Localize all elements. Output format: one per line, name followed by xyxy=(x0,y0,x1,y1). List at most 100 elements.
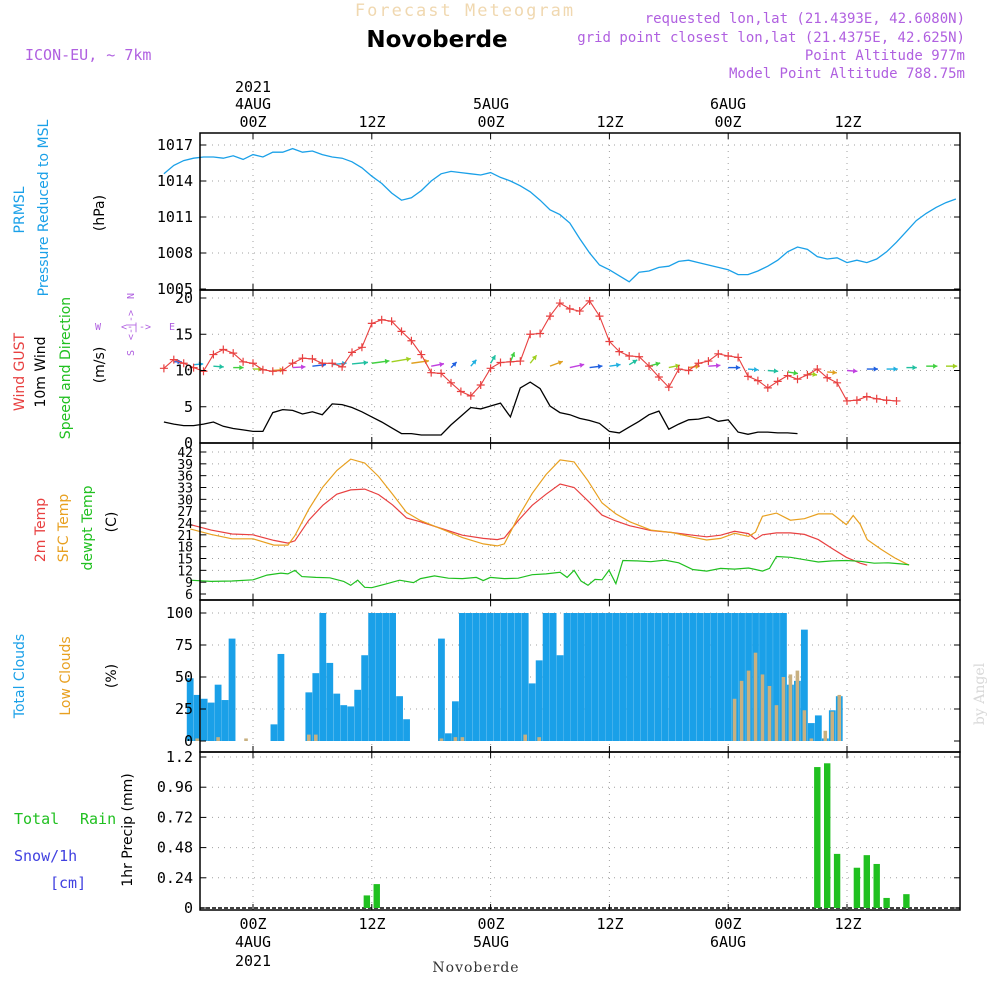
total-cloud-bar xyxy=(668,613,676,741)
total-cloud-bar xyxy=(403,719,410,741)
total-cloud-bar xyxy=(731,613,738,741)
low-cloud-bar xyxy=(760,674,765,741)
prmsl-line xyxy=(163,147,957,283)
gust-marker xyxy=(783,371,792,380)
rain-bar xyxy=(363,895,371,908)
point-altitude: Point Altitude 977m xyxy=(805,48,965,64)
label-rain: Rain xyxy=(80,810,116,828)
wind-ytick-label: 0 xyxy=(184,434,193,452)
label-pressure-msl: Pressure Reduced to MSL xyxy=(36,119,52,296)
low-cloud-bar xyxy=(523,734,528,741)
wind-arrow-head xyxy=(952,363,958,369)
label-2m-temp: 2m Temp xyxy=(33,498,49,562)
wind-arrow-head xyxy=(363,360,368,366)
hour-top-2: 12Z xyxy=(358,113,385,131)
gust-marker xyxy=(843,396,851,405)
total-cloud-bar xyxy=(507,613,515,741)
total-cloud-bar xyxy=(556,655,564,741)
year-top: 2021 xyxy=(235,78,271,96)
low-cloud-bar xyxy=(307,734,311,741)
low-cloud-bar xyxy=(453,737,458,741)
label-10m-wind: 10m Wind xyxy=(33,336,49,407)
total-cloud-bar xyxy=(486,613,494,741)
total-cloud-bar xyxy=(570,613,578,741)
gust-marker xyxy=(793,375,802,384)
gust-marker xyxy=(704,357,713,366)
wind-arrow-head xyxy=(579,362,585,368)
temp-ytick-label: 12 xyxy=(177,564,193,579)
day-top-6aug: 6AUG xyxy=(710,95,746,113)
pressure-frame xyxy=(199,132,961,291)
wind-arrow-head xyxy=(300,364,306,370)
wind-arrow-head xyxy=(715,363,721,369)
temp-sfc-line xyxy=(190,458,910,566)
gust-marker xyxy=(209,350,218,359)
total-cloud-bar xyxy=(591,613,599,741)
footer-place: Novoberde xyxy=(432,960,519,976)
wind-arrow-head xyxy=(531,355,537,361)
total-cloud-bar xyxy=(584,613,592,741)
wind-arrow-head xyxy=(239,365,244,371)
clouds-ytick-label: 0 xyxy=(184,732,193,750)
temp-ytick-label: 18 xyxy=(177,541,193,556)
gust-marker xyxy=(338,362,347,371)
gust-marker xyxy=(229,349,238,358)
low-cloud-bar xyxy=(837,694,842,741)
gust-marker xyxy=(773,377,782,386)
rain-bar xyxy=(873,863,880,908)
hour-bottom-6: 12Z xyxy=(834,915,861,933)
total-cloud-bar xyxy=(375,613,383,741)
total-cloud-bar xyxy=(800,629,808,741)
gust-marker xyxy=(239,357,248,366)
precip-ytick-label: 0.24 xyxy=(157,869,193,887)
wind-arrow-head xyxy=(510,352,516,358)
rain-bar xyxy=(883,897,890,908)
low-cloud-bar xyxy=(767,685,772,741)
total-cloud-bar xyxy=(465,613,473,741)
gust-marker xyxy=(694,359,703,368)
gust-marker xyxy=(437,369,446,378)
pressure-ytick-label: 1005 xyxy=(157,280,193,298)
gust-marker xyxy=(447,378,455,387)
total-cloud-bar xyxy=(193,694,201,741)
gust-marker xyxy=(328,359,337,368)
gust-marker xyxy=(189,363,198,372)
grid-point-coords: grid point closest lon,lat (21.4375E, 42… xyxy=(577,30,965,46)
pressure-ytick-label: 1017 xyxy=(157,136,193,154)
temp-frame xyxy=(199,442,961,601)
grid-lines xyxy=(200,133,960,910)
total-cloud-bar xyxy=(612,613,620,741)
requested-coords: requested lon,lat (21.4393E, 42.6080N) xyxy=(645,11,965,27)
gust-marker xyxy=(605,337,614,346)
temp-ytick-label: 21 xyxy=(177,529,193,544)
total-cloud-bar xyxy=(221,700,229,741)
low-cloud-bar xyxy=(460,737,465,741)
wind-arrow-head xyxy=(632,359,638,365)
gust-marker xyxy=(536,329,545,338)
day-bottom-6aug: 6AUG xyxy=(710,933,746,951)
low-cloud-bar xyxy=(732,698,737,741)
temp-ytick-label: 39 xyxy=(177,458,193,473)
temp-ytick-label: 9 xyxy=(185,576,193,591)
label-sfc-temp: SFC Temp xyxy=(56,494,72,563)
hour-top-1: 00Z xyxy=(239,113,266,131)
compass-legend: N <-|-> S W <-|-> E xyxy=(95,293,175,356)
clouds-ytick-label: 100 xyxy=(166,604,193,622)
wind-ytick-label: 5 xyxy=(184,398,193,416)
gust-marker xyxy=(645,362,653,371)
gust-line xyxy=(163,300,897,402)
faded-title: Forecast Meteogram xyxy=(355,1,575,21)
total-cloud-bar xyxy=(200,698,208,741)
gust-marker xyxy=(318,359,327,368)
total-cloud-bar xyxy=(528,683,536,741)
total-cloud-bar xyxy=(689,613,697,741)
total-cloud-bar xyxy=(633,613,641,741)
temp-ytick-label: 24 xyxy=(177,517,193,532)
compass-arrow-h: <-|-> xyxy=(121,322,151,333)
total-cloud-bar xyxy=(675,613,683,741)
hour-bottom-4: 12Z xyxy=(596,915,623,933)
label-low-clouds: Low Clouds xyxy=(58,636,74,715)
watermark: by Angel xyxy=(972,662,988,725)
total-cloud-bar xyxy=(479,613,487,741)
low-cloud-bar xyxy=(753,652,758,741)
